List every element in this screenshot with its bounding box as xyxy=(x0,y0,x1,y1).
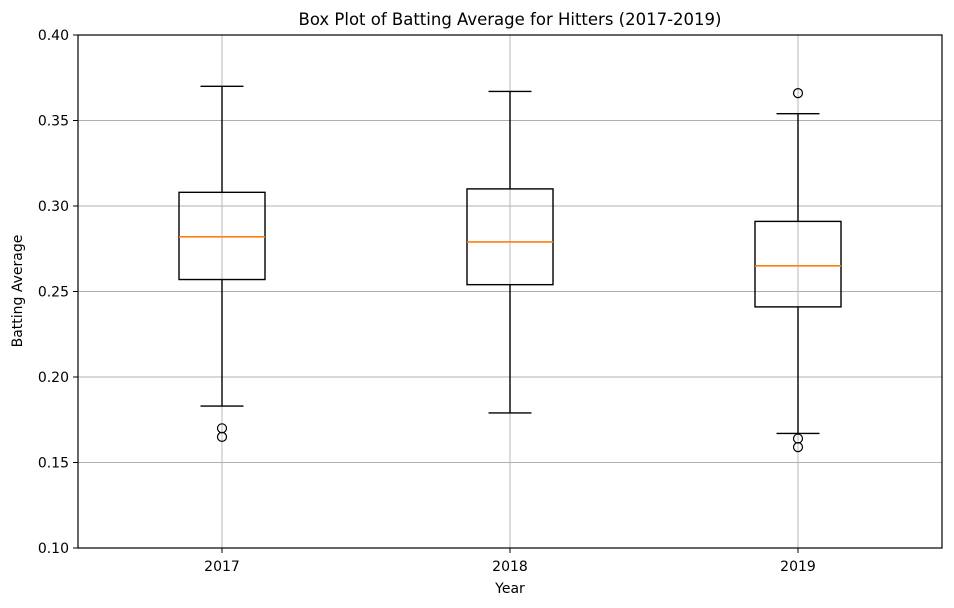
outlier-point xyxy=(216,431,228,442)
box-2019 xyxy=(754,88,842,453)
y-axis-ticks: 0.10 0.15 0.20 0.25 0.30 0.35 0.40 xyxy=(38,28,78,557)
iqr-box xyxy=(754,220,842,308)
y-tick-label: 0.30 xyxy=(38,199,69,215)
y-tick-label: 0.25 xyxy=(38,285,69,301)
outlier-point xyxy=(792,442,804,453)
y-tick-label: 0.15 xyxy=(38,456,69,472)
box-2018 xyxy=(466,90,554,414)
x-axis-label: Year xyxy=(494,581,525,597)
x-tick-label: 2019 xyxy=(780,559,816,575)
y-tick-label: 0.10 xyxy=(38,541,69,557)
x-tick-label: 2017 xyxy=(204,559,240,575)
x-tick-label: 2018 xyxy=(492,559,528,575)
x-axis-ticks: 2017 2018 2019 xyxy=(204,548,816,575)
y-axis-label: Batting Average xyxy=(10,235,26,348)
y-tick-label: 0.35 xyxy=(38,114,69,130)
box-2017 xyxy=(178,85,266,442)
outlier-point xyxy=(792,88,804,99)
iqr-box xyxy=(178,191,266,281)
chart-title: Box Plot of Batting Average for Hitters … xyxy=(299,10,722,29)
iqr-box xyxy=(466,188,554,286)
y-tick-label: 0.20 xyxy=(38,370,69,386)
y-tick-label: 0.40 xyxy=(38,28,69,44)
box-series xyxy=(178,85,842,453)
